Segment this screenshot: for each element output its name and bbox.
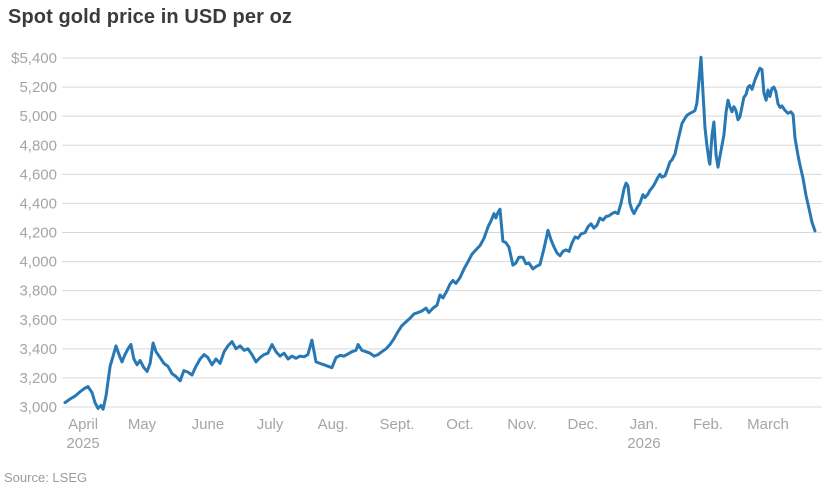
y-axis-labels: $5,400 5,200 5,000 4,800 4,600 4,400 4,200 4,00… [11,50,57,416]
y-tick-label: 3,000 [19,399,57,416]
y-tick-label: 3,800 [19,283,57,300]
x-axis-labels: April 2025 May June July Aug. Sept. Oct. Nov. Dec… [66,416,788,452]
y-tick-label: 3,200 [19,370,57,387]
price-line [63,55,817,411]
x-tick-year-label: 2026 [627,435,660,452]
x-tick-label: July [257,416,284,433]
x-tick-label: Feb. [693,416,723,433]
y-tick-label: 4,600 [19,166,57,183]
x-tick-label: May [128,416,157,433]
y-tick-label: 4,200 [19,225,57,242]
y-tick-label: 4,000 [19,254,57,271]
x-tick-label: Jan. [630,416,658,433]
y-tick-label: 4,800 [19,137,57,154]
x-tick-label: April [68,416,98,433]
chart-title: Spot gold price in USD per oz [8,6,293,28]
x-tick-label: Oct. [446,416,474,433]
x-tick-label: June [192,416,225,433]
y-tick-label: 3,600 [19,312,57,329]
x-tick-year-label: 2025 [66,435,99,452]
x-tick-label: Dec. [568,416,599,433]
y-tick-label: 3,400 [19,341,57,358]
x-tick-label: Nov. [507,416,537,433]
x-tick-label: March [747,416,789,433]
x-tick-label: Aug. [318,416,349,433]
y-tick-label: 5,000 [19,108,57,125]
y-tick-label: $5,400 [11,50,57,67]
y-tick-label: 4,400 [19,195,57,212]
gridlines [62,57,822,408]
source-note: Source: LSEG [4,470,88,485]
x-tick-label: Sept. [380,416,415,433]
y-tick-label: 5,200 [19,79,57,96]
